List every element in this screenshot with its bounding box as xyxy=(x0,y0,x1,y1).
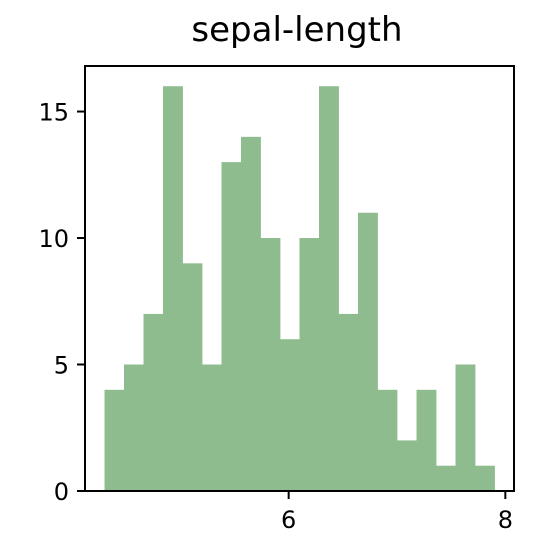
x-tick-label: 8 xyxy=(498,506,513,534)
histogram-bar xyxy=(163,86,183,491)
y-tick-label: 10 xyxy=(38,225,69,253)
histogram-bar xyxy=(299,238,320,491)
histogram-bar xyxy=(280,339,300,491)
histogram-bar xyxy=(143,313,164,491)
histogram-bar xyxy=(475,465,495,491)
histogram-bar xyxy=(202,364,222,491)
histogram-bar xyxy=(416,389,437,491)
axes-layer: 0 5 10 15 6 8 xyxy=(38,65,515,534)
plot-frame xyxy=(84,65,515,492)
histogram-bar xyxy=(358,212,378,491)
histogram-bar xyxy=(377,389,398,491)
histogram-bar xyxy=(260,238,281,491)
histogram-bar xyxy=(338,313,359,491)
chart-title: sepal-length xyxy=(191,10,402,50)
histogram-bar xyxy=(241,136,261,492)
histogram-bar xyxy=(182,263,203,491)
histogram-bar xyxy=(319,86,339,491)
y-tick-label: 15 xyxy=(38,99,69,127)
histogram-bar xyxy=(455,364,476,491)
histogram-bar xyxy=(124,364,144,491)
y-tick-label: 5 xyxy=(54,352,69,380)
histogram-bar xyxy=(221,162,242,491)
histogram-bar xyxy=(436,465,456,491)
x-tick-label: 6 xyxy=(281,506,296,534)
bars-layer xyxy=(104,86,495,492)
histogram-bar xyxy=(104,389,125,491)
y-tick-label: 0 xyxy=(54,478,69,506)
histogram-bar xyxy=(397,440,417,491)
